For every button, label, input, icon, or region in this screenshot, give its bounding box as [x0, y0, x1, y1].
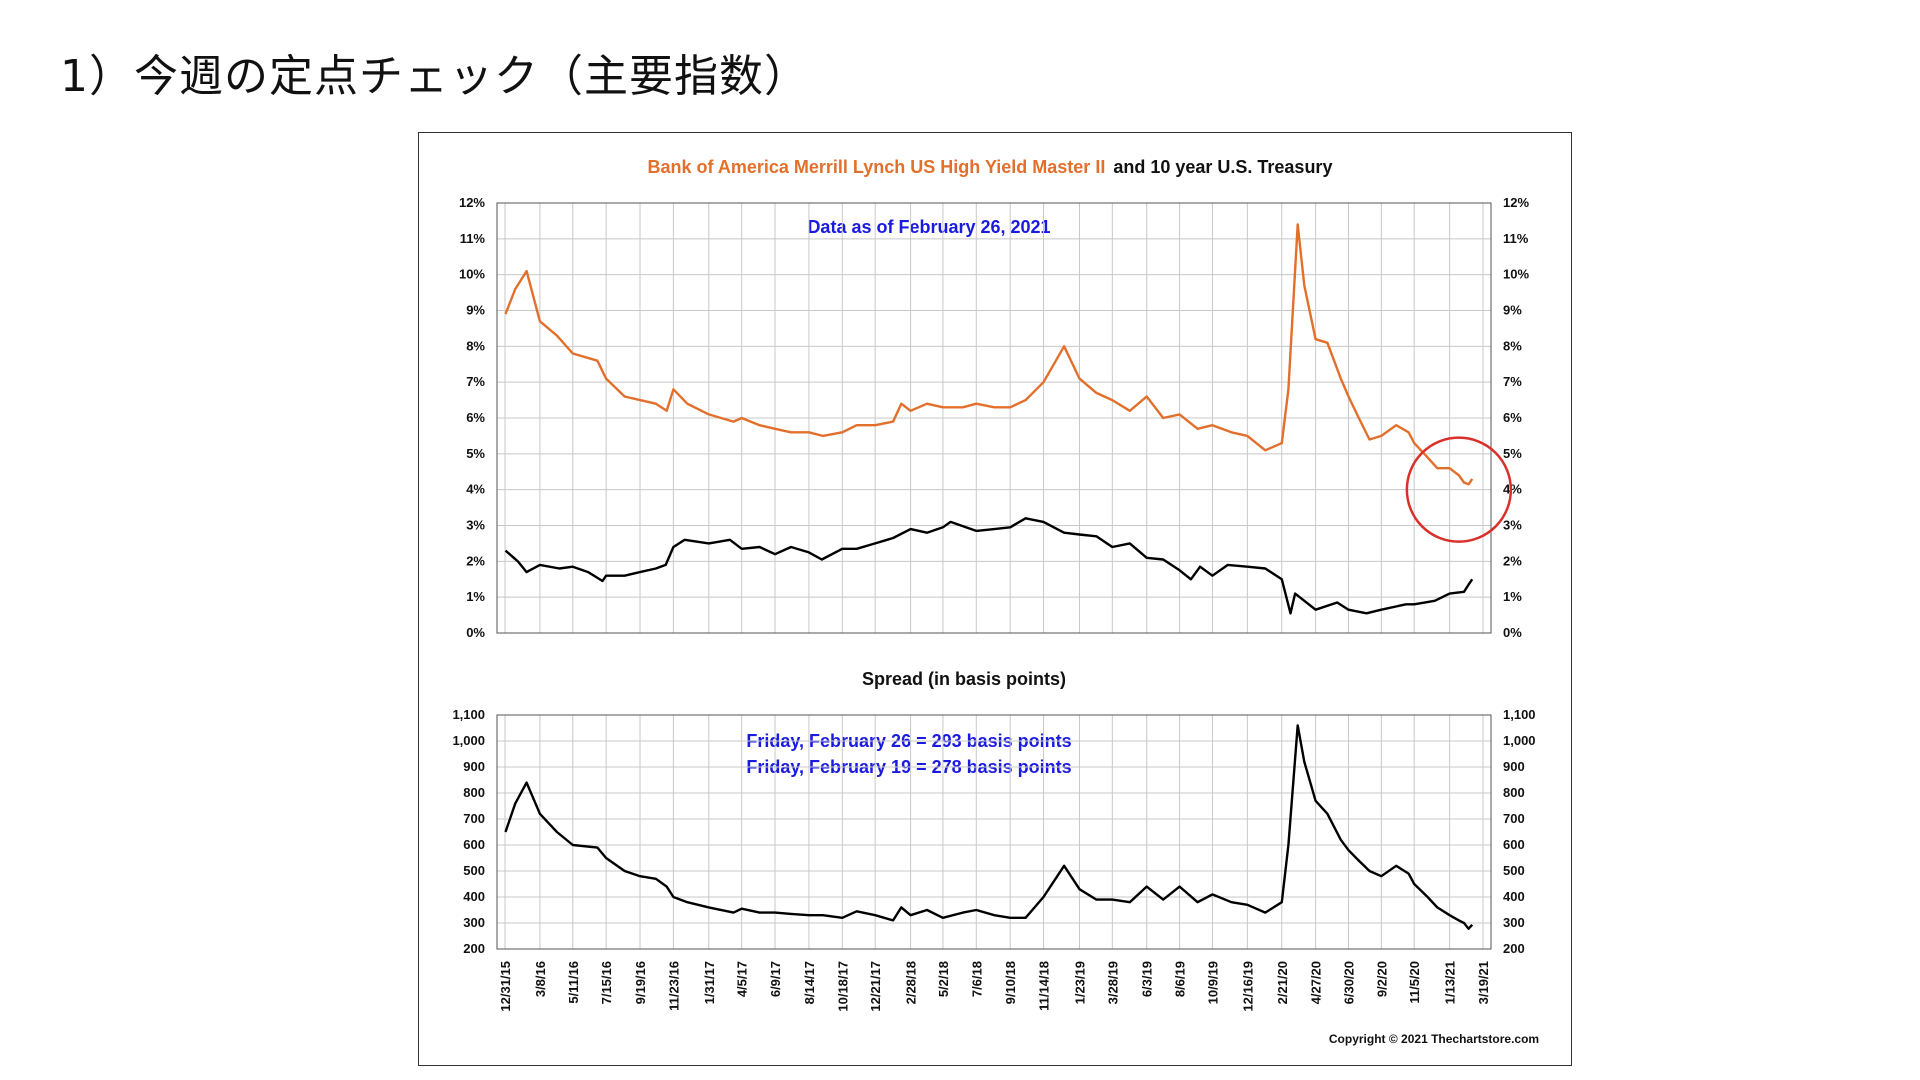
x-tick-label: 3/8/16 — [533, 961, 548, 997]
spread-y-tick-right: 1,000 — [1503, 733, 1536, 748]
y-tick-label-right: 8% — [1503, 338, 1522, 353]
x-tick-label: 6/3/19 — [1140, 961, 1155, 997]
x-tick-label: 1/23/19 — [1072, 961, 1087, 1004]
y-tick-label-left: 8% — [466, 338, 485, 353]
y-tick-label-right: 1% — [1503, 589, 1522, 604]
x-tick-label: 2/21/20 — [1275, 961, 1290, 1004]
spread-y-tick-left: 800 — [463, 785, 485, 800]
spread-y-tick-right: 700 — [1503, 811, 1525, 826]
x-tick-label: 9/10/18 — [1003, 961, 1018, 1004]
y-tick-label-right: 6% — [1503, 410, 1522, 425]
spread-y-tick-left: 400 — [463, 889, 485, 904]
x-tick-label: 5/2/18 — [936, 961, 951, 997]
spread-line — [504, 724, 1474, 930]
x-tick-label: 11/5/20 — [1407, 961, 1422, 1004]
bottom-plot-frame — [496, 714, 1492, 950]
x-tick-label: 2/28/18 — [904, 961, 919, 1004]
x-tick-label: 6/9/17 — [768, 961, 783, 997]
y-tick-label-left: 11% — [460, 231, 486, 246]
y-tick-label-left: 2% — [466, 553, 485, 568]
x-tick-label: 12/21/17 — [868, 961, 883, 1012]
y-tick-label-right: 7% — [1503, 374, 1522, 389]
x-tick-label: 1/31/17 — [702, 961, 717, 1004]
x-tick-label: 12/31/15 — [498, 961, 513, 1012]
y-tick-label-left: 7% — [466, 374, 485, 389]
y-tick-label-right: 12% — [1503, 195, 1529, 210]
x-tick-label: 7/6/18 — [969, 961, 984, 997]
spread-y-tick-right: 600 — [1503, 837, 1525, 852]
x-tick-label: 4/27/20 — [1309, 961, 1324, 1004]
chart-title-series: Bank of America Merrill Lynch US High Yi… — [648, 157, 1106, 177]
spread-y-tick-left: 900 — [463, 759, 485, 774]
spread-title: Spread (in basis points) — [862, 669, 1066, 689]
y-tick-label-right: 4% — [1503, 482, 1522, 497]
x-tick-label: 12/16/19 — [1240, 961, 1255, 1012]
y-tick-label-left: 10% — [459, 267, 485, 282]
y-tick-label-left: 5% — [466, 446, 485, 461]
spread-y-tick-right: 400 — [1503, 889, 1525, 904]
y-tick-label-left: 12% — [459, 195, 485, 210]
spread-y-tick-left: 200 — [463, 941, 485, 956]
y-tick-label-left: 3% — [466, 518, 485, 533]
y-tick-label-right: 10% — [1503, 267, 1529, 282]
spread-y-tick-right: 800 — [1503, 785, 1525, 800]
y-tick-label-left: 6% — [466, 410, 485, 425]
spread-y-tick-right: 300 — [1503, 915, 1525, 930]
x-tick-label: 9/2/20 — [1374, 961, 1389, 997]
highlight-circle — [1405, 436, 1513, 543]
y-tick-label-right: 2% — [1503, 553, 1522, 568]
top-plot-frame — [496, 202, 1492, 634]
y-tick-label-left: 9% — [466, 303, 485, 318]
chart-frame: Bank of America Merrill Lynch US High Yi… — [418, 132, 1572, 1066]
spread-y-tick-left: 1,100 — [452, 707, 485, 722]
x-tick-label: 8/6/19 — [1173, 961, 1188, 997]
spread-y-tick-left: 500 — [463, 863, 485, 878]
x-tick-label: 6/30/20 — [1341, 961, 1356, 1004]
x-tick-label: 1/13/21 — [1443, 961, 1458, 1004]
spread-y-tick-right: 200 — [1503, 941, 1525, 956]
x-tick-label: 3/19/21 — [1476, 961, 1491, 1004]
copyright: Copyright © 2021 Thechartstore.com — [1329, 1032, 1539, 1046]
x-tick-label: 11/14/18 — [1037, 961, 1052, 1011]
chart-svg: Bank of America Merrill Lynch US High Yi… — [452, 157, 1539, 1046]
x-tick-label: 10/18/17 — [835, 961, 850, 1012]
spread-y-tick-right: 900 — [1503, 759, 1525, 774]
y-tick-label-right: 0% — [1503, 625, 1522, 640]
x-tick-label: 8/14/17 — [802, 961, 817, 1004]
spread-y-tick-right: 500 — [1503, 863, 1525, 878]
y-tick-label-right: 9% — [1503, 303, 1522, 318]
y-tick-label-right: 11% — [1503, 231, 1529, 246]
spread-y-tick-left: 700 — [463, 811, 485, 826]
x-tick-label: 9/19/16 — [633, 961, 648, 1004]
slide-title: 1）今週の定点チェック（主要指数） — [60, 51, 809, 102]
spread-y-tick-left: 1,000 — [452, 733, 485, 748]
x-tick-label: 5/11/16 — [566, 961, 581, 1004]
x-tick-label: 3/28/19 — [1105, 961, 1120, 1004]
y-tick-label-left: 1% — [466, 589, 485, 604]
y-tick-label-right: 5% — [1503, 446, 1522, 461]
x-tick-label: 4/5/17 — [735, 961, 750, 997]
x-tick-label: 7/15/16 — [599, 961, 614, 1004]
x-tick-label: 10/9/19 — [1205, 961, 1220, 1004]
data-date-note: Data as of February 26, 2021 — [807, 217, 1050, 237]
high-yield-line — [504, 223, 1474, 486]
y-tick-label-left: 4% — [466, 482, 485, 497]
chart-title-treasury: and 10 year U.S. Treasury — [1113, 157, 1332, 177]
spread-y-tick-right: 1,100 — [1503, 707, 1536, 722]
y-tick-label-left: 0% — [466, 625, 485, 640]
spread-y-tick-left: 300 — [463, 915, 485, 930]
treasury-line — [504, 517, 1474, 615]
spread-y-tick-left: 600 — [463, 837, 485, 852]
x-tick-label: 11/23/16 — [666, 961, 681, 1011]
y-tick-label-right: 3% — [1503, 518, 1522, 533]
